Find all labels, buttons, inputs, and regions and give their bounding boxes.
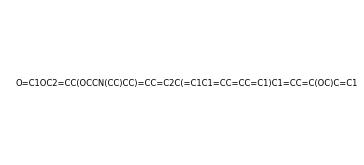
Text: O=C1OC2=CC(OCCN(CC)CC)=CC=C2C(=C1C1=CC=CC=C1)C1=CC=C(OC)C=C1: O=C1OC2=CC(OCCN(CC)CC)=CC=C2C(=C1C1=CC=C…	[15, 79, 358, 88]
